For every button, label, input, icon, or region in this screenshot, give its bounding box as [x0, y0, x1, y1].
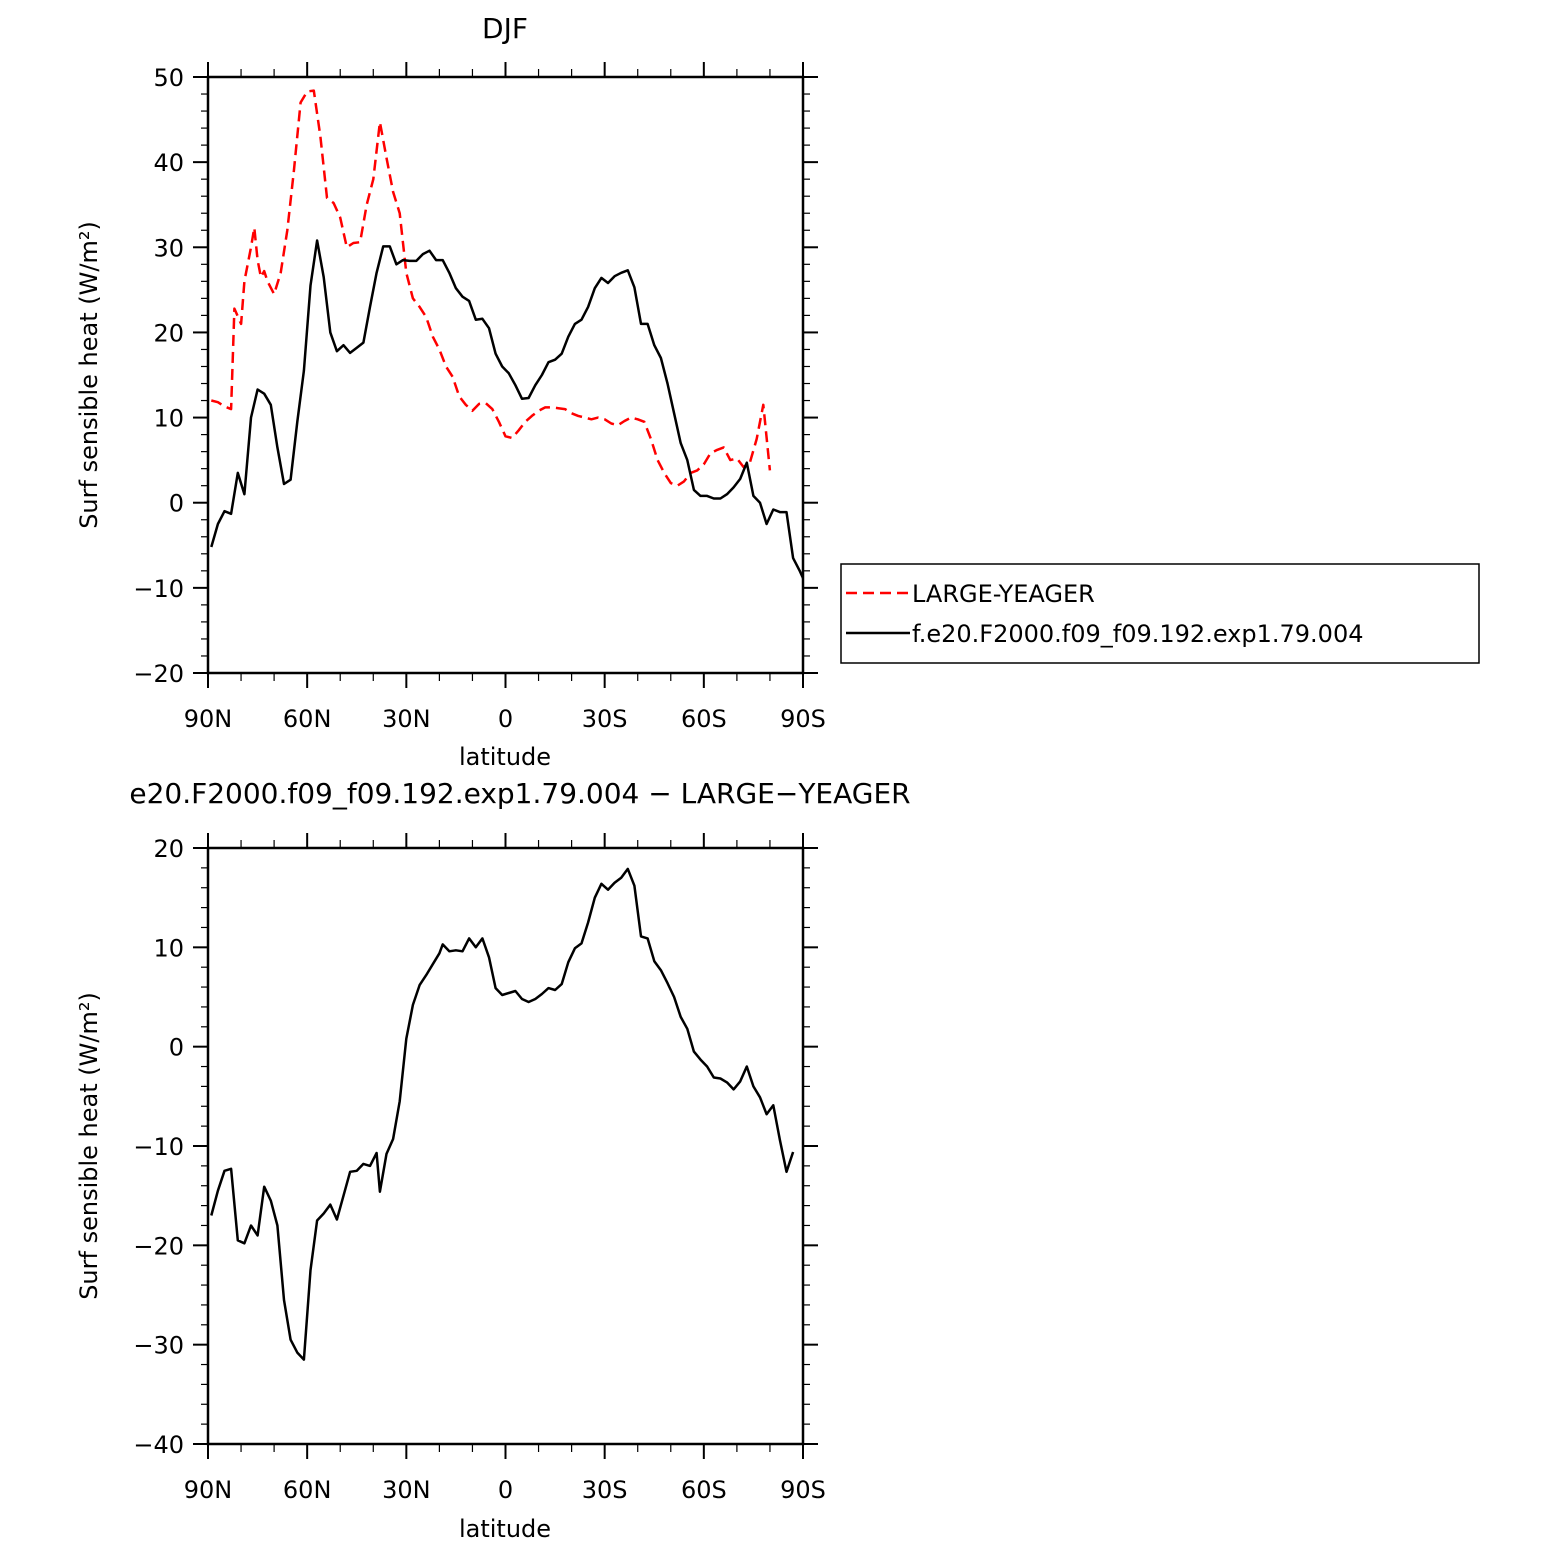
- top-y-tick-label: 30: [153, 234, 184, 262]
- bottom-y-tick-label: 0: [169, 1034, 184, 1062]
- top-plot-frame: [206, 75, 805, 675]
- bottom-y-axis-label: Surf sensible heat (W/m²): [75, 992, 103, 1300]
- top-x-tick-label: 60N: [283, 705, 332, 733]
- top-x-axis-label: latitude: [459, 743, 551, 771]
- top-x-tick-label: 90S: [780, 705, 826, 733]
- bottom-series-line-0: [210, 867, 795, 1361]
- top-panel: DJF −20 −10 0 10 20 30 40 50 90N 60N 30N 0 30S 60S 90S…: [75, 12, 826, 771]
- bottom-x-tick-label: 60N: [283, 1476, 332, 1504]
- bottom-x-tick-label: 0: [498, 1476, 513, 1504]
- legend: LARGE-YEAGER f.e20.F2000.f09_f09.192.exp…: [840, 563, 1480, 664]
- top-x-tick-label: 30N: [382, 705, 431, 733]
- bottom-x-tick-label: 30N: [382, 1476, 431, 1504]
- top-y-axis-label: Surf sensible heat (W/m²): [75, 221, 103, 529]
- bottom-x-axis-label: latitude: [459, 1515, 551, 1543]
- bottom-y-tick-label: −40: [133, 1431, 184, 1459]
- bottom-plot-frame: [206, 846, 805, 1446]
- bottom-y-tick-label: 20: [153, 835, 184, 863]
- top-series-line-1: [210, 239, 803, 582]
- top-y-tick-label: 20: [153, 319, 184, 347]
- bottom-panel-title: e20.F2000.f09_f09.192.exp1.79.004 − LARG…: [129, 777, 910, 810]
- top-panel-title: DJF: [482, 12, 528, 45]
- bottom-x-tick-label: 60S: [681, 1476, 727, 1504]
- bottom-y-tick-label: −30: [133, 1332, 184, 1360]
- top-y-tick-label: 10: [153, 405, 184, 433]
- bottom-y-tick-label: −20: [133, 1232, 184, 1260]
- top-y-tick-label: 50: [153, 64, 184, 92]
- bottom-x-tick-label: 30S: [582, 1476, 628, 1504]
- top-series-line-0: [210, 89, 772, 487]
- legend-label-large-yeager: LARGE-YEAGER: [912, 580, 1095, 608]
- top-x-tick-label: 0: [498, 705, 513, 733]
- bottom-x-tick-label: 90N: [184, 1476, 233, 1504]
- bottom-y-tick-label: −10: [133, 1133, 184, 1161]
- top-x-tick-label: 60S: [681, 705, 727, 733]
- bottom-plot-area: −40 −30 −20 −10 0 10 20 90N 60N 30N 0 30S 60S 90S: [133, 833, 826, 1504]
- top-y-tick-label: −20: [133, 660, 184, 688]
- bottom-y-tick-label: 10: [153, 934, 184, 962]
- top-x-tick-label: 30S: [582, 705, 628, 733]
- legend-box: [840, 563, 1480, 664]
- top-y-tick-label: 0: [169, 490, 184, 518]
- top-plot-area: −20 −10 0 10 20 30 40 50 90N 60N 30N 0 30S 60S 90S: [133, 62, 826, 733]
- bottom-panel: e20.F2000.f09_f09.192.exp1.79.004 − LARG…: [75, 777, 911, 1543]
- top-y-tick-label: 40: [153, 149, 184, 177]
- top-y-tick-label: −10: [133, 575, 184, 603]
- bottom-x-tick-label: 90S: [780, 1476, 826, 1504]
- legend-label-exp: f.e20.F2000.f09_f09.192.exp1.79.004: [912, 620, 1363, 648]
- top-x-tick-label: 90N: [184, 705, 233, 733]
